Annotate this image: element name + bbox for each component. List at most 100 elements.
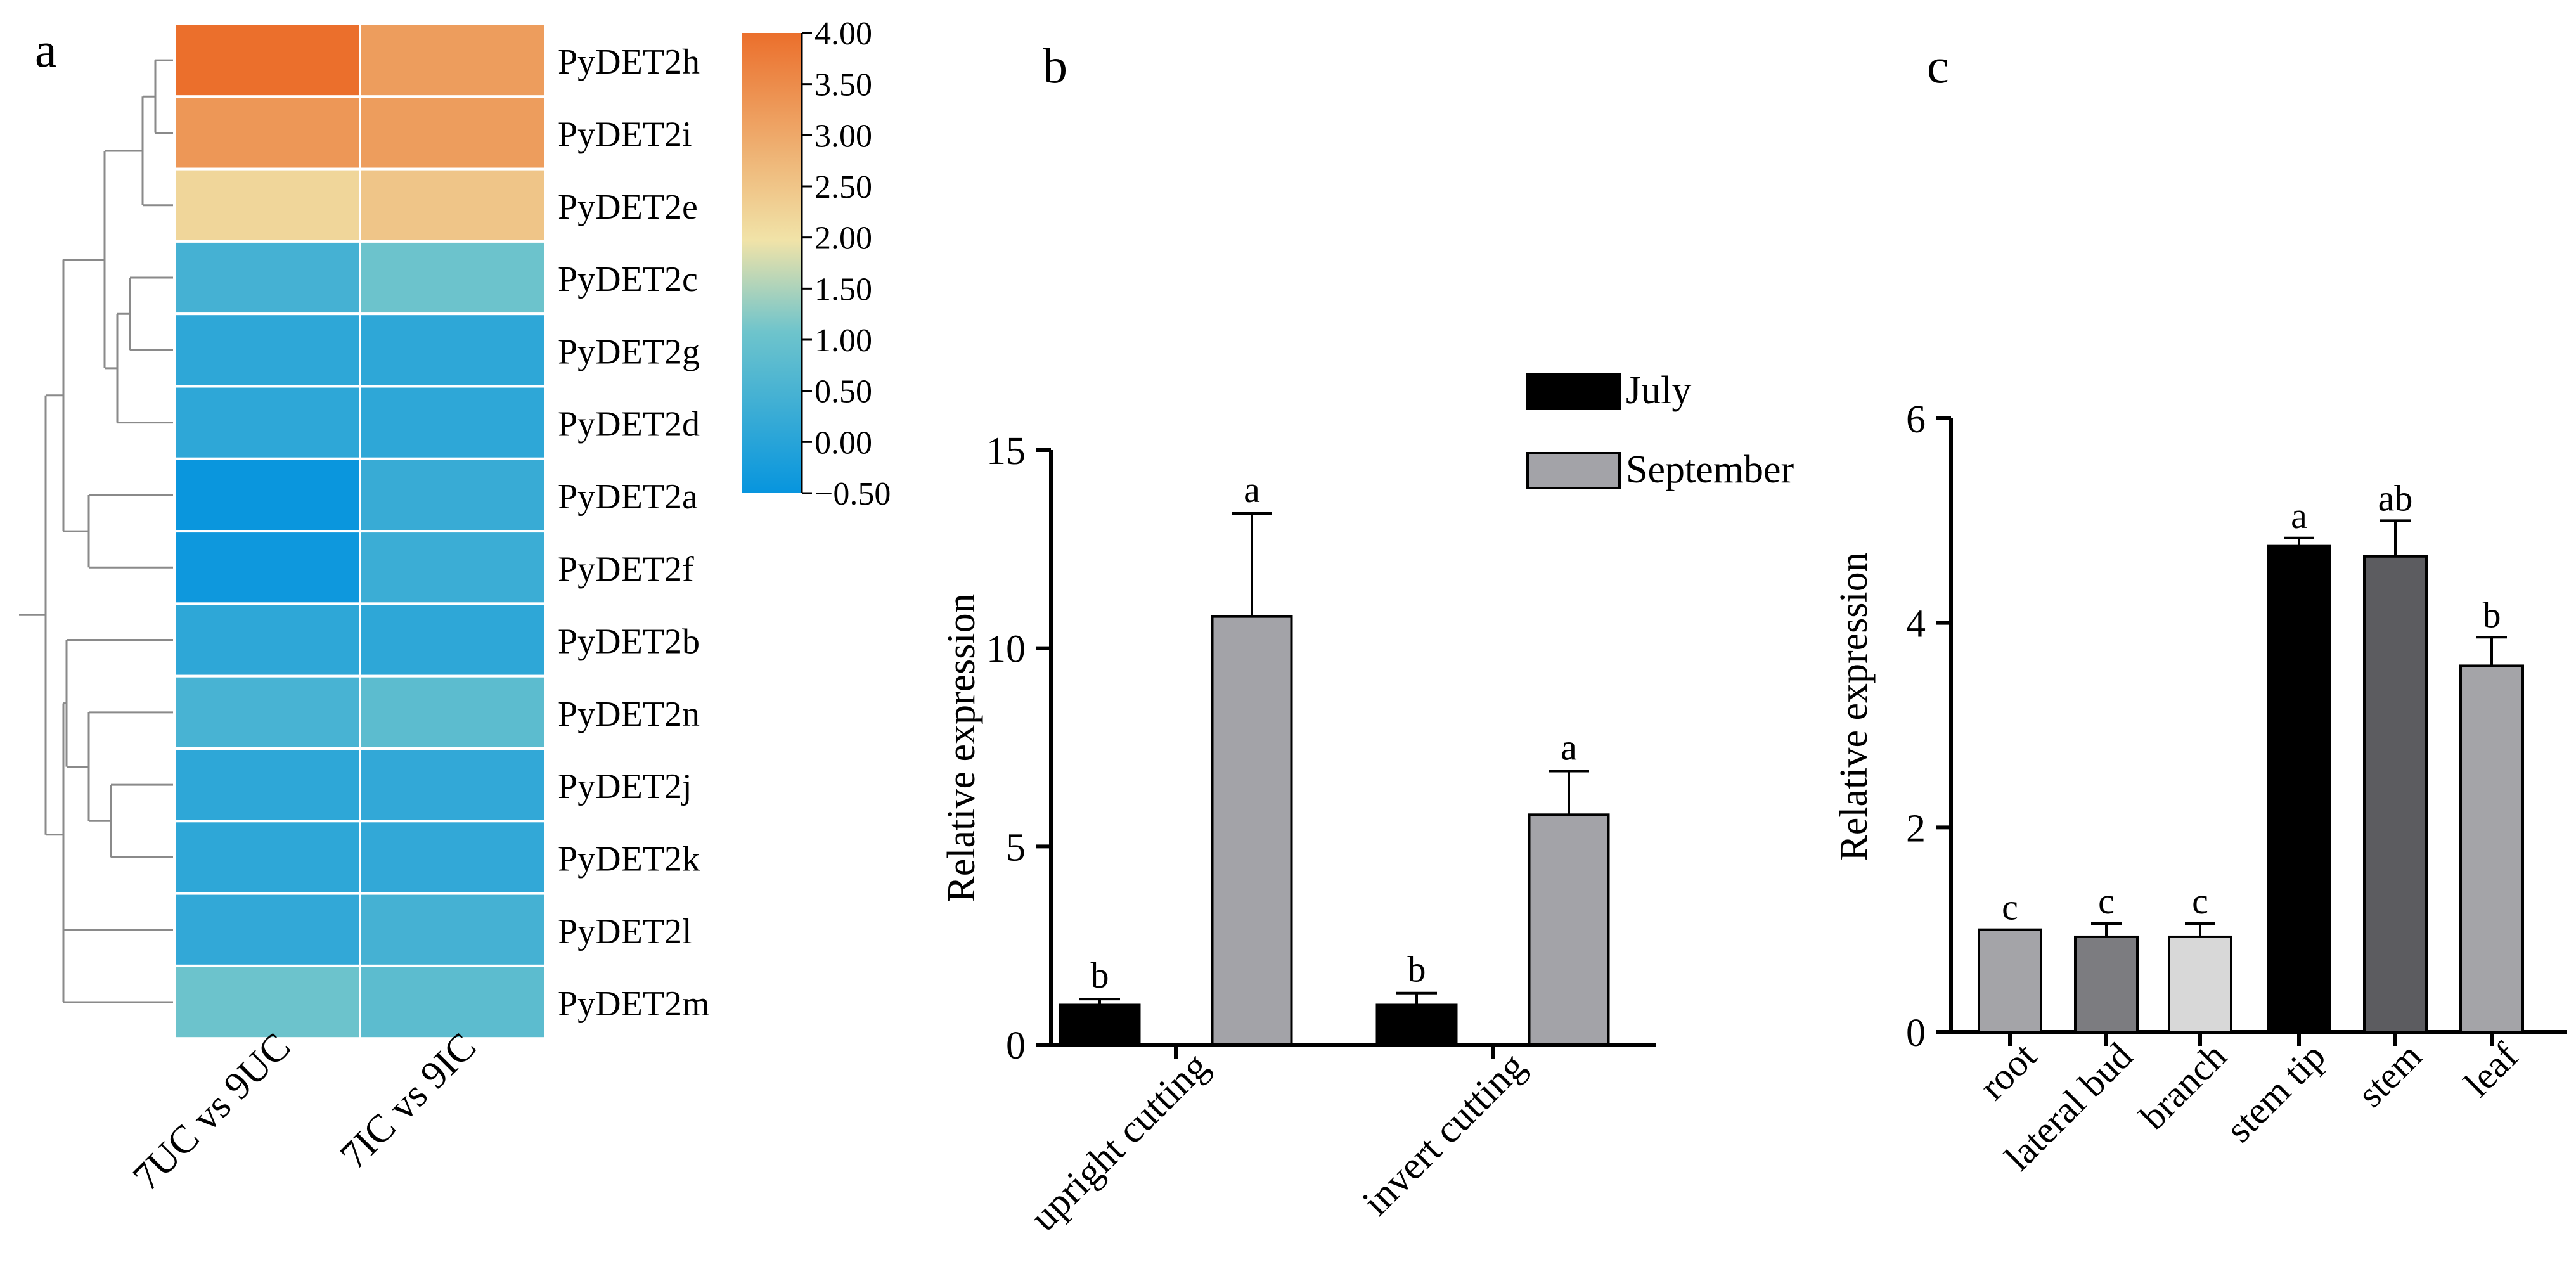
heatmap-row-label: PyDET2m [558,984,710,1024]
heatmap-row-label: PyDET2i [558,115,692,154]
heatmap-cell [359,23,547,98]
bar-root [1978,928,2042,1033]
bar-branch [2168,935,2232,1033]
chart-c-bars [1978,519,2524,1033]
heatmap-row-dendrogram [19,59,173,1003]
heatmap-cell [173,530,361,605]
significance-letter: c [2002,887,2018,928]
colorbar-tick-label: 0.00 [815,425,872,461]
colorbar-gradient [742,33,802,493]
significance-letter: a [1561,727,1577,768]
bar-september-upright-cutting [1211,615,1293,1046]
bar-stem-tip [2267,544,2331,1033]
heatmap-cell [359,747,547,823]
heatmap-cell [173,240,361,316]
colorbar-tick-label: 4.00 [815,16,872,52]
heatmap-row-label: PyDET2j [558,767,692,806]
heatmap-cell [173,312,361,388]
heatmap-row-label: PyDET2h [558,42,700,82]
heatmap-cell [359,674,547,750]
colorbar-tick-label: 1.50 [815,271,872,307]
heatmap-colorbar: 4.00 3.50 3.00 2.50 2.00 1.50 1.00 0.50 0.00 −0.5… [742,16,891,512]
heatmap-cell [173,674,361,750]
heatmap-cell [359,892,547,967]
heatmap-cell [173,892,361,967]
heatmap-row-label: PyDET2g [558,332,700,371]
heatmap-cell [173,95,361,171]
heatmap-cell [359,167,547,243]
chart-b-y-tick-label: 15 [986,430,1026,473]
chart-c-x-tick-label: leaf [2456,1035,2526,1105]
heatmap-row-label: PyDET2f [558,550,694,589]
panel-label-b: b [1043,38,1067,93]
chart-b-y-axis-label: Relative expression [940,593,983,902]
legend-label-september: September [1626,448,1794,491]
heatmap-panel: PyDET2h PyDET2i PyDET2e PyDET2c PyDET2g PyDET… [19,16,891,1199]
colorbar-tick-label: 2.50 [815,169,872,205]
heatmap-column-label: 7IC vs 9IC [332,1025,485,1178]
legend-swatch-july [1526,373,1621,410]
chart-b-x-tick-label: upright cutting [1022,1045,1216,1239]
heatmap-column-label: 7UC vs 9UC [125,1025,299,1199]
bar-july-invert-cutting [1375,1003,1458,1047]
heatmap-row-label: PyDET2e [558,188,698,227]
heatmap-row-label: PyDET2n [558,695,700,734]
heatmap-cell [359,530,547,605]
heatmap-cell [173,385,361,460]
heatmap-cell [359,457,547,533]
colorbar-tick-label: −0.50 [815,476,891,512]
heatmap-cell [359,602,547,678]
heatmap-column-labels: 7UC vs 9UC 7IC vs 9IC [125,1025,485,1199]
heatmap-cell [359,385,547,460]
heatmap-cell [359,240,547,316]
chart-c-y-tick-label: 2 [1906,807,1926,850]
significance-letter: c [2098,880,2115,922]
significance-letter: ab [2378,477,2413,519]
panel-label-c: c [1927,38,1949,93]
heatmap-row-label: PyDET2a [558,477,698,517]
heatmap-row-label: PyDET2c [558,260,698,299]
heatmap-row-labels: PyDET2h PyDET2i PyDET2e PyDET2c PyDET2g PyDET… [558,42,710,1024]
colorbar-ticks: 4.00 3.50 3.00 2.50 2.00 1.50 1.00 0.50 0.00 −0.5… [801,16,891,512]
chart-b-legend: July September [1526,369,1794,491]
chart-c-x-tick-label: stem tip [2218,1035,2333,1150]
heatmap-cell [359,312,547,388]
heatmap-cell [173,457,361,533]
chart-b-y-tick-label: 5 [1006,826,1026,869]
bar-lateral-bud [2074,935,2139,1033]
legend-swatch-september [1526,452,1621,489]
chart-b-x-tick-label: invert cutting [1355,1045,1534,1224]
heatmap-row-label: PyDET2d [558,405,700,444]
significance-letter: a [1244,469,1260,510]
heatmap-cell [173,747,361,823]
chart-b-y-tick-label: 0 [1006,1024,1026,1067]
heatmap-cell [173,820,361,895]
significance-letter: c [2192,880,2208,922]
chart-c-x-tick-label: root [1971,1034,2044,1107]
chart-c-y-tick-label: 6 [1906,398,1926,441]
bar-july-upright-cutting [1059,1003,1141,1047]
colorbar-tick-label: 3.50 [815,67,872,103]
bar-leaf [2459,664,2524,1033]
chart-c-y-tick-label: 4 [1906,603,1926,646]
chart-c-x-tick-label: stem [2349,1035,2430,1116]
heatmap-cell [359,964,547,1040]
heatmap-cell [359,95,547,171]
heatmap-row-label: PyDET2l [558,912,692,951]
significance-letter: b [1091,955,1109,996]
heatmap-row-label: PyDET2b [558,622,700,662]
panel-label-a: a [35,22,57,77]
bar-september-invert-cutting [1528,813,1610,1046]
heatmap-cell [173,964,361,1040]
colorbar-tick-label: 2.00 [815,221,872,257]
chart-b-bars [1059,512,1610,1047]
bar-stem [2363,555,2428,1033]
chart-c-y-axis-label: Relative expression [1832,552,1876,861]
heatmap-cell [173,23,361,98]
colorbar-tick-label: 3.00 [815,118,872,154]
significance-letter: b [2483,594,2501,635]
heatmap-cell [173,602,361,678]
heatmap-cells [173,23,547,1040]
